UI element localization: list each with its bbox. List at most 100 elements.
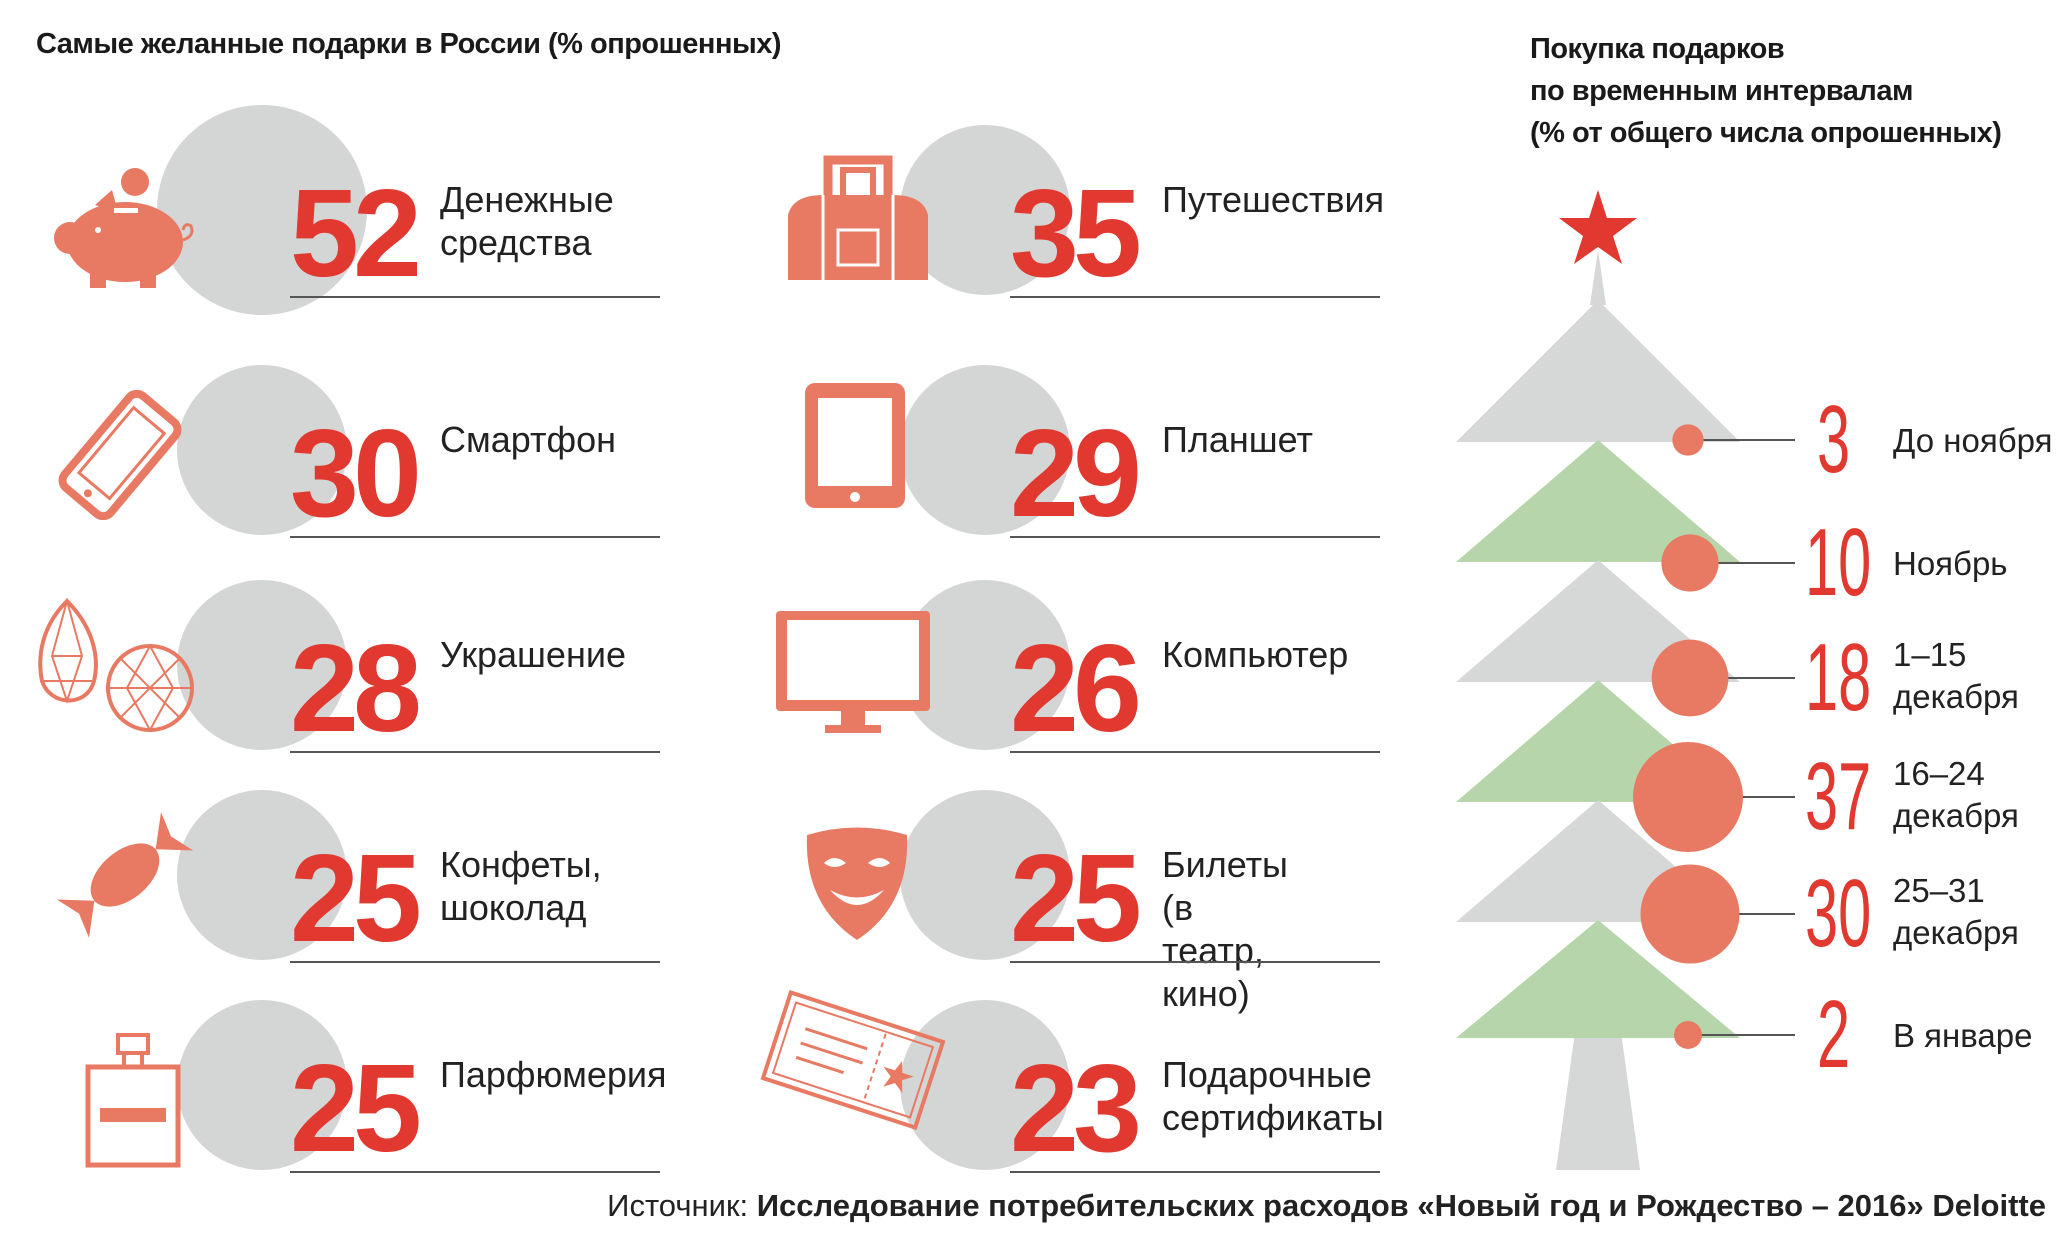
item-label-line: шоколад xyxy=(440,887,587,928)
interval-label-line: декабря xyxy=(1893,797,2019,834)
value-circle xyxy=(177,580,347,750)
left-chart-title: Самые желанные подарки в России (% опрош… xyxy=(36,28,782,60)
interval-label-line: Ноябрь xyxy=(1893,545,2008,582)
item-label-line: сертификаты xyxy=(1162,1097,1384,1138)
item-underline xyxy=(290,751,660,753)
item-underline xyxy=(1010,751,1380,753)
item-underline xyxy=(290,1171,660,1173)
interval-label: 16–24 декабря xyxy=(1893,753,2019,837)
perfume-icon xyxy=(78,1030,188,1175)
interval-label-line: 16–24 xyxy=(1893,755,1985,792)
star-icon xyxy=(1559,190,1637,264)
interval-value: 30 xyxy=(1805,860,1872,967)
source-text: Исследование потребительских расходов «Н… xyxy=(756,1188,2046,1223)
item-label: Конфеты, шоколад xyxy=(440,843,602,929)
interval-label-line: декабря xyxy=(1893,914,2019,951)
item-label-line: Украшение xyxy=(440,634,626,675)
interval-label: До ноября xyxy=(1893,420,2052,462)
item-underline xyxy=(290,961,660,963)
item-value: 26 xyxy=(1010,620,1142,758)
right-title-line: по временным интервалам xyxy=(1530,75,1913,107)
item-label: Билеты (в театр, кино) xyxy=(1162,843,1288,1015)
gems-icon xyxy=(32,596,202,741)
interval-dot xyxy=(1651,639,1729,717)
interval-label-line: декабря xyxy=(1893,678,2019,715)
item-value: 28 xyxy=(290,620,422,758)
item-underline xyxy=(1010,1171,1380,1173)
item-label-line: Компьютер xyxy=(1162,634,1349,675)
tree-tier xyxy=(1456,920,1740,1038)
item-label-line: Парфюмерия xyxy=(440,1054,667,1095)
item-label: Смартфон xyxy=(440,418,616,461)
value-circle xyxy=(177,1000,347,1170)
interval-label-line: 25–31 xyxy=(1893,872,1985,909)
value-circle xyxy=(900,125,1070,295)
right-chart-title: Покупка подарков по временным интервалам… xyxy=(1530,28,2002,154)
value-circle xyxy=(157,105,367,315)
interval-dot xyxy=(1640,864,1740,964)
source-note: Источник: Исследование потребительских р… xyxy=(607,1188,2046,1224)
interval-label: 25–31 декабря xyxy=(1893,870,2019,954)
interval-label: Ноябрь xyxy=(1893,543,2008,585)
right-title-line: Покупка подарков xyxy=(1530,33,1785,65)
interval-value: 10 xyxy=(1805,509,1872,616)
tree-trunk xyxy=(1556,1010,1640,1170)
theatre-mask-icon xyxy=(802,825,912,950)
item-underline xyxy=(290,296,660,298)
item-underline xyxy=(290,536,660,538)
candy-icon xyxy=(55,805,195,950)
value-circle xyxy=(177,365,347,535)
item-value: 25 xyxy=(290,1040,422,1178)
item-value: 25 xyxy=(290,830,422,968)
interval-dot xyxy=(1661,534,1719,592)
item-label: Парфюмерия xyxy=(440,1053,667,1096)
interval-label-line: До ноября xyxy=(1893,422,2053,459)
interval-value: 3 xyxy=(1817,386,1851,493)
item-value: 35 xyxy=(1010,165,1142,303)
tree-top-spire xyxy=(1590,250,1606,305)
item-label-line: Путешествия xyxy=(1162,179,1385,220)
item-label-line: Билеты xyxy=(1162,844,1288,885)
interval-dot xyxy=(1674,1021,1702,1049)
interval-label: 1–15 декабря xyxy=(1893,634,2019,718)
item-underline xyxy=(1010,536,1380,538)
travel-bag-icon xyxy=(783,155,933,290)
item-label: Денежные средства xyxy=(440,178,614,264)
value-circle xyxy=(900,365,1070,535)
item-label: Подарочные сертификаты xyxy=(1162,1053,1384,1139)
tree-tier xyxy=(1456,300,1740,442)
interval-dot xyxy=(1672,424,1704,456)
item-label-line: средства xyxy=(440,222,592,263)
tablet-icon xyxy=(800,378,910,518)
item-label-line: Планшет xyxy=(1162,419,1313,460)
item-value: 52 xyxy=(290,165,422,303)
item-label: Компьютер xyxy=(1162,633,1348,676)
item-value: 29 xyxy=(1010,405,1142,543)
source-prefix: Источник: xyxy=(607,1188,757,1223)
item-underline xyxy=(1010,961,1380,963)
piggy-bank-icon xyxy=(40,160,210,295)
item-label-line: Смартфон xyxy=(440,419,617,460)
item-label-line: Подарочные xyxy=(1162,1054,1372,1095)
monitor-icon xyxy=(773,608,933,743)
item-label: Украшение xyxy=(440,633,626,676)
item-underline xyxy=(1010,296,1380,298)
smartphone-icon xyxy=(55,389,185,525)
item-value: 30 xyxy=(290,405,422,543)
interval-value: 18 xyxy=(1805,624,1872,731)
interval-dot xyxy=(1633,742,1743,852)
item-value: 23 xyxy=(1010,1040,1142,1178)
item-label: Путешествия xyxy=(1162,178,1384,221)
item-label-line: (в театр, кино) xyxy=(1162,887,1264,1014)
interval-label: В январе xyxy=(1893,1015,2033,1057)
tree-tier xyxy=(1456,440,1740,562)
item-label-line: Конфеты, xyxy=(440,844,602,885)
gift-certificate-icon xyxy=(758,989,948,1135)
right-title-line: (% от общего числа опрошенных) xyxy=(1530,117,2002,149)
interval-label-line: В январе xyxy=(1893,1017,2033,1054)
value-circle xyxy=(900,790,1070,960)
interval-value: 37 xyxy=(1805,743,1872,850)
interval-value: 2 xyxy=(1817,981,1851,1088)
item-label: Планшет xyxy=(1162,418,1313,461)
